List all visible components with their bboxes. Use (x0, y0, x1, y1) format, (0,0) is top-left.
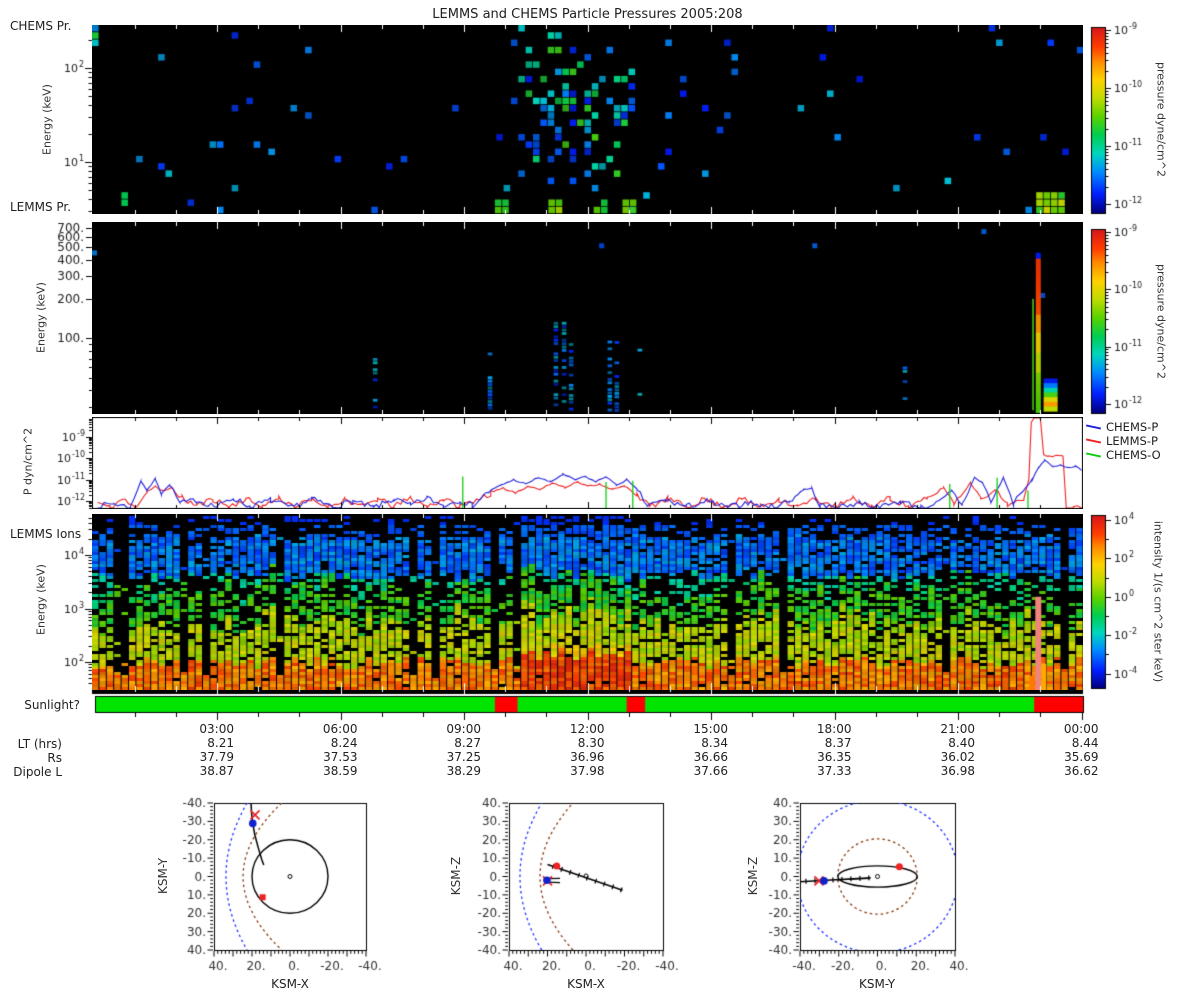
lemms-colorbar-label: pressure dyne/cm^2 (1154, 264, 1168, 379)
lemms-p-line-swatch (1085, 438, 1102, 444)
rs-value: 36.66 (693, 750, 728, 764)
orbit2-y-axis-label: KSM-Z (449, 856, 463, 896)
lt-value: 8.37 (824, 736, 852, 750)
time-column: 21:00 8.40 36.02 36.98 (905, 722, 975, 778)
rs-value: 37.25 (446, 750, 481, 764)
chems-pressure-spectrogram (92, 25, 1083, 214)
lemms-y-axis-label: Energy (keV) (34, 282, 48, 353)
lt-value: 8.21 (207, 736, 234, 750)
time-column: 00:00 8.44 35.69 36.62 (1029, 722, 1099, 778)
chems-y-axis-label: Energy (keV) (40, 84, 54, 155)
rs-row-label: Rs (47, 751, 62, 765)
time-tick-label: 18:00 (816, 722, 852, 736)
rs-value: 35.69 (1064, 750, 1099, 764)
dipole-row-label: Dipole L (13, 765, 62, 779)
rs-value: 36.35 (817, 750, 852, 764)
dipole-l-value: 37.66 (693, 764, 728, 778)
time-column: 12:00 8.30 36.96 37.98 (535, 722, 605, 778)
ions-colorbar-label: intensity 1/(s cm^2 ster keV) (1151, 520, 1165, 683)
lemms-ions-spectrogram (92, 514, 1083, 690)
time-tick-label: 15:00 (693, 722, 728, 736)
rs-value: 36.02 (940, 750, 975, 764)
legend-item-chems-p: CHEMS-P (1085, 420, 1196, 434)
time-column: 18:00 8.37 36.35 37.33 (782, 722, 852, 778)
time-tick-label: 12:00 (569, 722, 605, 736)
dipole-l-value: 37.33 (817, 764, 852, 778)
line-plot-legend: CHEMS-P LEMMS-P CHEMS-O (1085, 420, 1196, 462)
dipole-l-value: 37.98 (570, 764, 605, 778)
time-tick-label: 06:00 (322, 722, 358, 736)
legend-item-chems-o: CHEMS-O (1085, 448, 1196, 462)
orbit1-x-axis-label: KSM-X (271, 977, 309, 991)
legend-label: CHEMS-P (1106, 420, 1159, 434)
lt-value: 8.44 (1071, 736, 1099, 750)
chems-p-line-swatch (1085, 424, 1102, 430)
time-column: 15:00 8.34 36.66 37.66 (658, 722, 728, 778)
chems-o-line-swatch (1085, 452, 1102, 458)
orbit3-y-axis-label: KSM-Z (746, 856, 760, 896)
pressure-line-plot (92, 417, 1083, 509)
lt-value: 8.30 (577, 736, 605, 750)
lemms-pressure-spectrogram (92, 222, 1083, 414)
sunlight-panel-label: Sunlight? (24, 698, 80, 712)
lemms-panel-label: LEMMS Pr. (10, 200, 72, 214)
lt-row-label: LT (hrs) (17, 737, 62, 751)
time-tick-label: 00:00 (1063, 722, 1099, 736)
dipole-l-value: 38.59 (323, 764, 358, 778)
lt-value: 8.24 (330, 736, 358, 750)
time-tick-label: 03:00 (199, 722, 234, 736)
lt-value: 8.34 (701, 736, 728, 750)
lt-value: 8.27 (454, 736, 481, 750)
dipole-l-value: 38.29 (446, 764, 481, 778)
chems-panel-label: CHEMS Pr. (10, 19, 72, 33)
time-column: 06:00 8.24 37.53 38.59 (288, 722, 358, 778)
page-title: LEMMS and CHEMS Particle Pressures 2005:… (432, 7, 743, 22)
orbit1-y-axis-label: KSM-Y (156, 857, 170, 895)
time-column: 09:00 8.27 37.25 38.29 (411, 722, 481, 778)
dipole-l-value: 36.98 (940, 764, 975, 778)
rs-value: 37.79 (199, 750, 234, 764)
lt-value: 8.40 (948, 736, 975, 750)
dipole-l-value: 38.87 (199, 764, 234, 778)
orbit3-x-axis-label: KSM-Y (858, 977, 896, 991)
chems-colorbar-label: pressure dyne/cm^2 (1154, 62, 1168, 177)
time-column: 03:00 8.21 37.79 38.87 (164, 722, 234, 778)
legend-item-lemms-p: LEMMS-P (1085, 434, 1196, 448)
rs-value: 37.53 (323, 750, 358, 764)
rs-value: 36.96 (570, 750, 605, 764)
dipole-l-value: 36.62 (1064, 764, 1099, 778)
time-tick-label: 21:00 (940, 722, 975, 736)
legend-label: LEMMS-P (1106, 434, 1158, 448)
ions-y-axis-label: Energy (keV) (34, 564, 48, 635)
pressure-line-y-axis-label: P dyn/cm^2 (21, 427, 35, 496)
ions-panel-label: LEMMS Ions (10, 527, 82, 541)
orbit2-x-axis-label: KSM-X (567, 977, 605, 991)
time-tick-label: 09:00 (446, 722, 481, 736)
legend-label: CHEMS-O (1106, 448, 1161, 462)
